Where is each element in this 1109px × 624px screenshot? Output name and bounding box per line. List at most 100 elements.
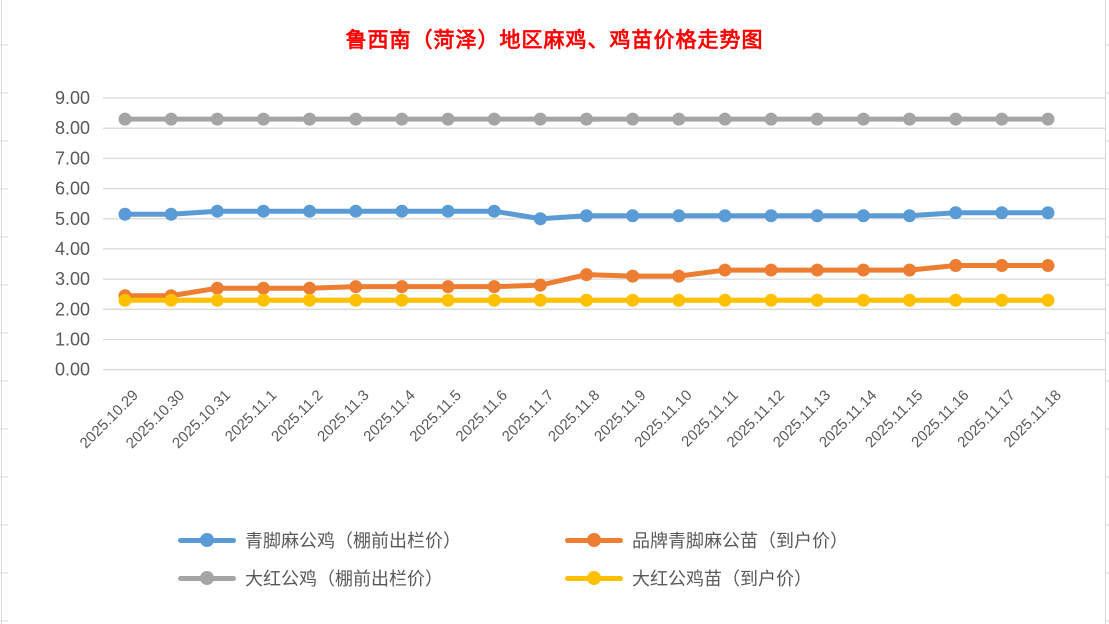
data-point (903, 112, 917, 126)
data-point (1041, 206, 1055, 220)
legend-item: 青脚麻公鸡（棚前出栏价） (178, 527, 461, 553)
data-point (764, 293, 778, 307)
legend-dot-icon (200, 571, 214, 585)
data-point (856, 112, 870, 126)
data-point (118, 293, 132, 307)
data-point (1041, 293, 1055, 307)
data-point (810, 209, 824, 223)
data-point (256, 112, 270, 126)
data-point (672, 209, 686, 223)
data-point (1041, 112, 1055, 126)
data-point (395, 280, 409, 294)
data-point (256, 293, 270, 307)
legend-dot-icon (200, 533, 214, 547)
data-point (441, 293, 455, 307)
data-point (672, 269, 686, 283)
data-point (903, 209, 917, 223)
data-point (533, 278, 547, 292)
y-axis-label: 8.00 (55, 118, 90, 138)
data-point (533, 212, 547, 226)
legend-dot-icon (587, 571, 601, 585)
data-point (580, 209, 593, 223)
data-point (210, 204, 224, 218)
legend-dot-icon (587, 533, 601, 547)
data-point (256, 204, 270, 218)
legend-item: 大红公鸡（棚前出栏价） (178, 565, 443, 591)
data-point (533, 293, 547, 307)
y-axis-label: 2.00 (55, 299, 90, 319)
data-point (810, 293, 824, 307)
data-point (856, 209, 870, 223)
y-axis-label: 3.00 (55, 269, 90, 289)
data-point (718, 293, 732, 307)
data-point (210, 281, 224, 295)
data-point (580, 112, 593, 126)
y-axis-label: 7.00 (55, 148, 90, 168)
data-point (349, 280, 363, 294)
data-point (626, 269, 640, 283)
data-point (487, 112, 501, 126)
data-point (303, 204, 317, 218)
data-point (487, 204, 501, 218)
y-axis-label: 1.00 (55, 330, 90, 350)
data-point (441, 280, 455, 294)
data-point (210, 112, 224, 126)
data-point (995, 112, 1009, 126)
data-point (118, 207, 132, 221)
data-point (303, 293, 317, 307)
data-point (626, 293, 640, 307)
data-point (626, 209, 640, 223)
data-point (764, 209, 778, 223)
y-axis-label: 9.00 (55, 88, 90, 108)
data-point (626, 112, 640, 126)
data-point (487, 293, 501, 307)
data-point (210, 293, 224, 307)
y-axis-label: 5.00 (55, 209, 90, 229)
data-point (718, 112, 732, 126)
data-point (118, 112, 132, 126)
data-point (303, 112, 317, 126)
data-point (395, 293, 409, 307)
data-point (580, 293, 593, 307)
data-point (995, 293, 1009, 307)
data-point (949, 206, 963, 220)
chart-title: 鲁西南（菏泽）地区麻鸡、鸡苗价格走势图 (345, 29, 764, 52)
legend-label: 大红公鸡苗（到户价） (632, 569, 812, 589)
legend-line-marker-icon (565, 571, 623, 585)
data-point (441, 204, 455, 218)
data-point (903, 293, 917, 307)
legend-line-marker-icon (178, 533, 236, 547)
data-point (718, 263, 732, 277)
data-point (164, 112, 178, 126)
legend-line-marker-icon (565, 533, 623, 547)
data-point (764, 112, 778, 126)
data-point (487, 280, 501, 294)
data-point (949, 293, 963, 307)
data-point (718, 209, 732, 223)
data-point (810, 263, 824, 277)
legend-item: 大红公鸡苗（到户价） (565, 565, 812, 591)
data-point (995, 259, 1009, 273)
data-point (256, 281, 270, 295)
data-point (995, 206, 1009, 220)
legend-item: 品牌青脚麻公苗（到户价） (565, 527, 848, 553)
data-point (164, 293, 178, 307)
data-point (949, 259, 963, 273)
legend-label: 品牌青脚麻公苗（到户价） (632, 531, 848, 551)
legend-line-marker-icon (178, 571, 236, 585)
data-point (810, 112, 824, 126)
y-axis-label: 6.00 (55, 179, 90, 199)
data-point (764, 263, 778, 277)
data-point (395, 204, 409, 218)
data-point (533, 112, 547, 126)
data-point (903, 263, 917, 277)
data-point (672, 112, 686, 126)
data-point (672, 293, 686, 307)
data-point (441, 112, 455, 126)
data-point (580, 268, 593, 282)
legend-label: 青脚麻公鸡（棚前出栏价） (245, 531, 461, 551)
data-point (164, 207, 178, 221)
data-point (349, 112, 363, 126)
